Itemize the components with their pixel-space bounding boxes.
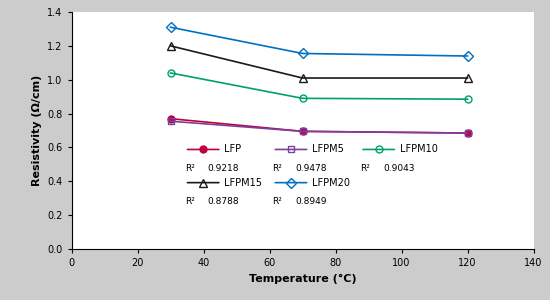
Text: LFPM20: LFPM20 (312, 178, 350, 188)
Y-axis label: Resistivity (Ω/cm): Resistivity (Ω/cm) (31, 75, 42, 186)
Text: LFPM10: LFPM10 (399, 145, 437, 154)
Text: R²: R² (272, 164, 282, 173)
Text: LFP: LFP (224, 145, 241, 154)
Text: R²: R² (360, 164, 370, 173)
Text: LFPM5: LFPM5 (312, 145, 344, 154)
Text: 0.9218: 0.9218 (208, 164, 239, 173)
Text: LFPM15: LFPM15 (224, 178, 262, 188)
Text: R²: R² (185, 164, 195, 173)
X-axis label: Temperature (°C): Temperature (°C) (249, 274, 356, 284)
Text: 0.8788: 0.8788 (208, 197, 239, 206)
Text: 0.9478: 0.9478 (295, 164, 327, 173)
Text: R²: R² (185, 197, 195, 206)
Text: 0.8949: 0.8949 (295, 197, 327, 206)
Text: R²: R² (272, 197, 282, 206)
Text: 0.9043: 0.9043 (383, 164, 415, 173)
